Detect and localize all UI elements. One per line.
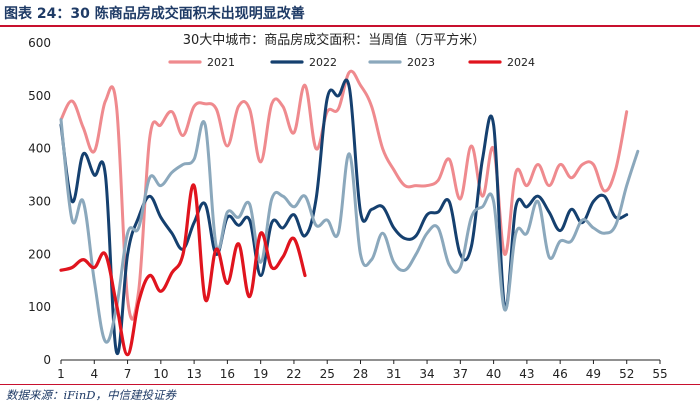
x-tick-label: 10 [153, 367, 168, 381]
y-tick-label: 400 [28, 142, 51, 156]
series-line-2023 [59, 118, 640, 344]
x-tick-label: 46 [553, 367, 568, 381]
x-tick-label: 4 [90, 367, 98, 381]
x-tick-label: 49 [586, 367, 601, 381]
x-tick-label: 37 [453, 367, 468, 381]
series-line-2022 [59, 78, 629, 356]
x-tick-label: 55 [652, 367, 667, 381]
series-2022 [59, 78, 629, 356]
chart-series [59, 69, 640, 357]
x-tick-label: 22 [286, 367, 301, 381]
y-tick-label: 200 [28, 247, 51, 261]
x-tick-label: 43 [519, 367, 534, 381]
chart-axes: 0 100 200 300 400 500 600 1 4 7 10 13 16 19 22 25 28 31 34… [28, 36, 668, 381]
y-tick-label: 600 [28, 36, 51, 50]
series-line-2024 [59, 183, 307, 357]
y-tick-label: 0 [43, 353, 51, 367]
source-note: 数据来源：iFinD，中信建投证券 [6, 388, 176, 402]
figure-header: 图表 24：30 陈商品房成交面积未出现明显改善 [0, 0, 700, 27]
y-tick-label: 300 [28, 195, 51, 209]
chart-title: 30大中城市：商品房成交面积：当周值（万平方米） [183, 32, 486, 48]
x-tick-label: 28 [353, 367, 368, 381]
line-chart: 30大中城市：商品房成交面积：当周值（万平方米） 2021 2022 2023 202… [28, 32, 668, 381]
series-2024 [59, 183, 307, 357]
x-tick-label: 40 [486, 367, 501, 381]
figure-title: 图表 24：30 陈商品房成交面积未出现明显改善 [4, 6, 305, 22]
legend-label-2023: 2023 [407, 56, 435, 69]
x-tick-label: 1 [57, 367, 65, 381]
series-line-2021 [59, 69, 629, 321]
chart-legend: 2021 2022 2023 2024 [168, 56, 535, 69]
x-tick-label: 13 [186, 367, 201, 381]
header-rule [0, 25, 700, 27]
x-tick-label: 52 [619, 367, 634, 381]
y-tick-label: 500 [28, 89, 51, 103]
legend-label-2024: 2024 [507, 56, 535, 69]
x-tick-label: 25 [320, 367, 335, 381]
x-tick-label: 16 [220, 367, 235, 381]
x-tick-label: 34 [419, 367, 434, 381]
footer-rule [0, 384, 700, 385]
x-tick-label: 7 [124, 367, 132, 381]
legend-label-2021: 2021 [207, 56, 235, 69]
x-tick-label: 31 [386, 367, 401, 381]
y-tick-label: 100 [28, 300, 51, 314]
legend-label-2022: 2022 [309, 56, 337, 69]
series-2021 [59, 69, 629, 321]
series-2023 [59, 118, 640, 344]
x-tick-label: 19 [253, 367, 268, 381]
